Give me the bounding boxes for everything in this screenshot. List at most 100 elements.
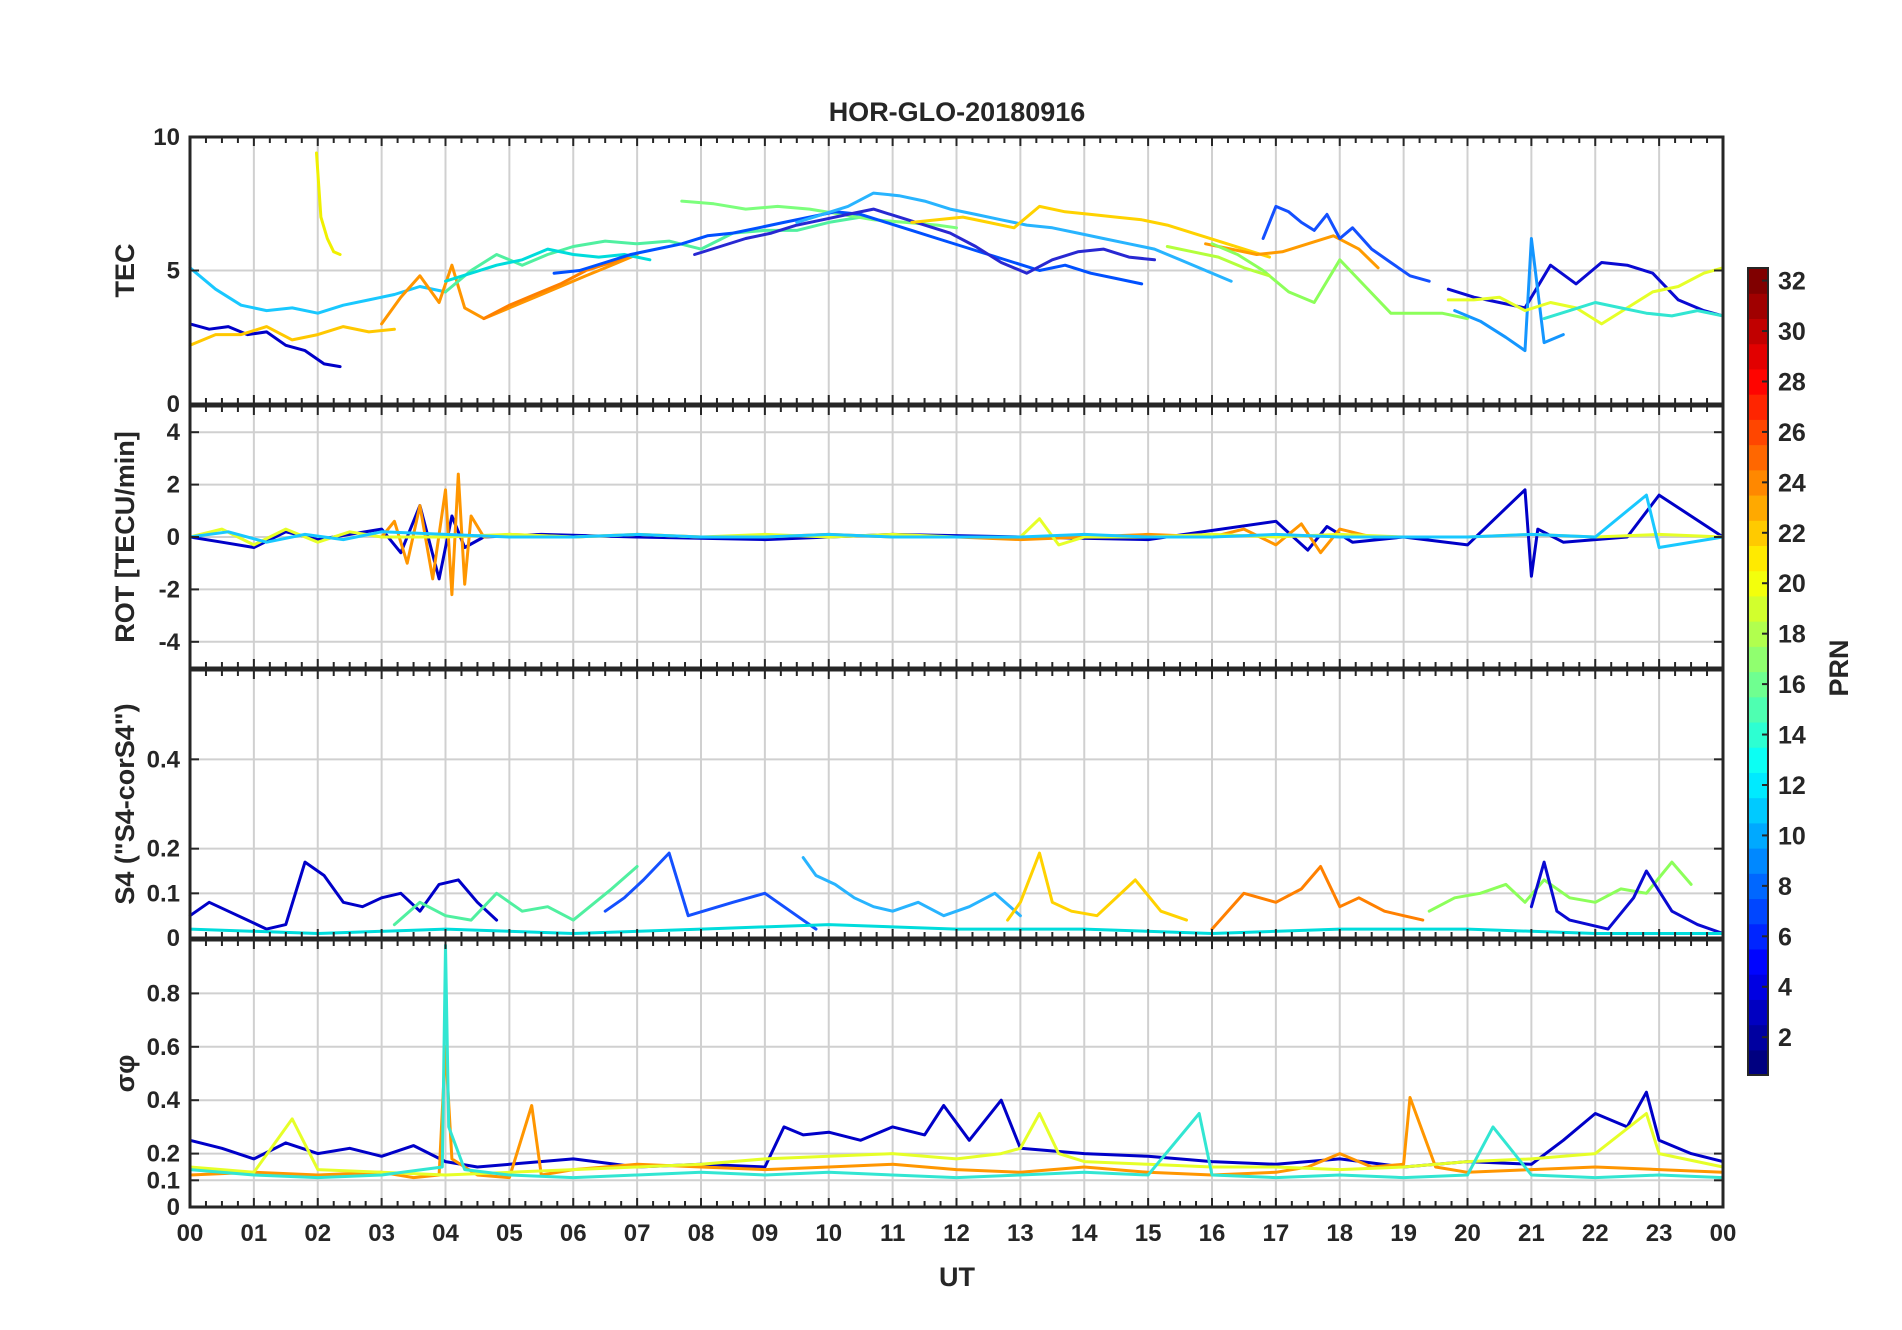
axes-frame — [188, 404, 1725, 670]
colorbar-segment — [1748, 1049, 1768, 1076]
x-tick-label: 08 — [688, 1220, 715, 1247]
x-tick-label: 02 — [304, 1220, 331, 1247]
sigma-phi-panel: 00.10.2 0.4 0.6 0.8 σφ 00 01 02 03 04 05 06 07 08 09 10… — [110, 938, 1737, 1247]
colorbar-tick-label: 18 — [1778, 621, 1806, 649]
series-line-2 — [188, 1112, 1725, 1177]
x-tick-label: 05 — [496, 1220, 523, 1247]
colorbar-segment — [1748, 1024, 1768, 1051]
x-tick-label: 00 — [177, 1220, 204, 1247]
y-tick-label: 10 — [153, 124, 180, 151]
colorbar-segment — [1748, 570, 1768, 597]
series-line-0 — [188, 322, 342, 369]
series-line-8 — [444, 247, 652, 283]
chart-title: HOR-GLO-20180916 — [829, 97, 1086, 127]
x-tick-label: 14 — [1071, 1220, 1098, 1247]
s4-panel: 0 0.1 0.2 0.4 S4 ("S4-corS4") — [110, 668, 1725, 952]
colorbar-tick-label: 14 — [1778, 722, 1806, 750]
y-tick-label: 0 — [167, 925, 180, 952]
colorbar-segment — [1748, 974, 1768, 1000]
x-tick-label: 01 — [241, 1220, 268, 1247]
series-line-2 — [188, 325, 396, 347]
x-tick-label: 22 — [1582, 1220, 1609, 1247]
colorbar-frame — [1747, 267, 1769, 1076]
colorbar-segment — [1748, 494, 1768, 521]
colorbar-segment — [1748, 444, 1768, 471]
series-line-7 — [392, 865, 639, 927]
colorbar-tick-label: 28 — [1778, 368, 1806, 396]
colorbar-segment — [1748, 772, 1768, 799]
x-tick-label: 11 — [880, 1220, 905, 1247]
colorbar-tick-label: 4 — [1778, 974, 1792, 1002]
colorbar-tick-label: 32 — [1778, 268, 1806, 296]
series-line-20 — [1542, 301, 1725, 321]
series-line-16 — [1165, 245, 1271, 278]
series-line-18 — [1453, 237, 1565, 353]
x-tick-label: 10 — [815, 1220, 842, 1247]
y-axis-label: TEC — [110, 244, 140, 298]
y-axis-label: ROT [TECU/min] — [110, 431, 140, 642]
x-tick-label: 00 — [1710, 1220, 1737, 1247]
y-tick-label: 4 — [167, 419, 181, 446]
x-axis-label: UT — [939, 1262, 975, 1292]
series-line-14 — [1261, 204, 1431, 283]
series-line-1 — [603, 851, 818, 931]
colorbar-tick-label: 16 — [1778, 671, 1806, 699]
colorbar-segment — [1748, 343, 1768, 370]
series-group — [188, 943, 1725, 1180]
y-tick-label: 5 — [167, 258, 180, 285]
colorbar-tick-label: 30 — [1778, 318, 1806, 346]
series-line-3 — [188, 943, 1725, 1180]
colorbar-segment — [1748, 545, 1768, 572]
colorbar-segment — [1748, 646, 1768, 673]
x-tick-label: 06 — [560, 1220, 587, 1247]
series-line-4 — [1210, 865, 1425, 931]
colorbar-tick-label: 24 — [1778, 469, 1806, 497]
colorbar-tick-label: 12 — [1778, 772, 1806, 800]
colorbar-tick-label: 10 — [1778, 822, 1806, 850]
colorbar-tick-label: 6 — [1778, 923, 1792, 951]
x-tick-label: 03 — [368, 1220, 395, 1247]
x-tick-label: 12 — [943, 1220, 970, 1247]
series-line-17 — [1446, 261, 1725, 318]
colorbar-tick-label: 20 — [1778, 570, 1806, 598]
colorbar-tick-label: 26 — [1778, 419, 1806, 447]
y-tick-label: -4 — [159, 629, 181, 656]
y-tick-labels: 0 0.1 0.2 0.4 — [147, 746, 1723, 952]
colorbar-segment — [1748, 621, 1768, 647]
colorbar-segment — [1748, 848, 1768, 874]
y-tick-label: 0.1 — [147, 880, 180, 907]
series-line-2 — [801, 856, 1022, 918]
series-line-3 — [315, 151, 342, 256]
colorbar-tick-label: 2 — [1778, 1024, 1792, 1052]
series-line-0 — [188, 860, 499, 931]
axes-frame — [188, 135, 1725, 406]
y-tick-label: 0 — [167, 1194, 180, 1221]
tec-panel: 0 5 10 TEC — [110, 124, 1725, 418]
colorbar-segment — [1748, 671, 1768, 698]
series-line-12 — [910, 204, 1271, 259]
y-tick-label: 0.2 — [147, 836, 180, 863]
colorbar-segment — [1748, 368, 1768, 395]
colorbar-segment — [1748, 948, 1768, 975]
colorbar-segment — [1748, 873, 1768, 900]
x-tick-label: 17 — [1263, 1220, 1290, 1247]
colorbar-segment — [1748, 293, 1768, 320]
x-tick-label: 07 — [624, 1220, 651, 1247]
y-tick-label: 0 — [167, 391, 180, 418]
colorbar-segment — [1748, 822, 1768, 849]
x-tick-label: 23 — [1646, 1220, 1673, 1247]
x-tick-labels: 00 01 02 03 04 05 06 07 08 09 10 11 12 13 14 15 16 17 18 19… — [177, 1220, 1737, 1247]
series-group — [188, 472, 1725, 597]
y-tick-label: 2 — [167, 472, 180, 499]
y-tick-label: 0.4 — [147, 746, 181, 773]
y-tick-label: 0.4 — [147, 1087, 181, 1114]
series-line-15 — [1210, 242, 1469, 321]
colorbar-segment — [1748, 394, 1768, 420]
colorbar-segment — [1748, 469, 1768, 496]
y-tick-label: 0.1 — [147, 1167, 180, 1194]
y-tick-label: -2 — [159, 576, 180, 603]
series-line-3 — [188, 493, 1725, 549]
x-tick-label: 18 — [1326, 1220, 1353, 1247]
colorbar-segment — [1748, 268, 1768, 294]
